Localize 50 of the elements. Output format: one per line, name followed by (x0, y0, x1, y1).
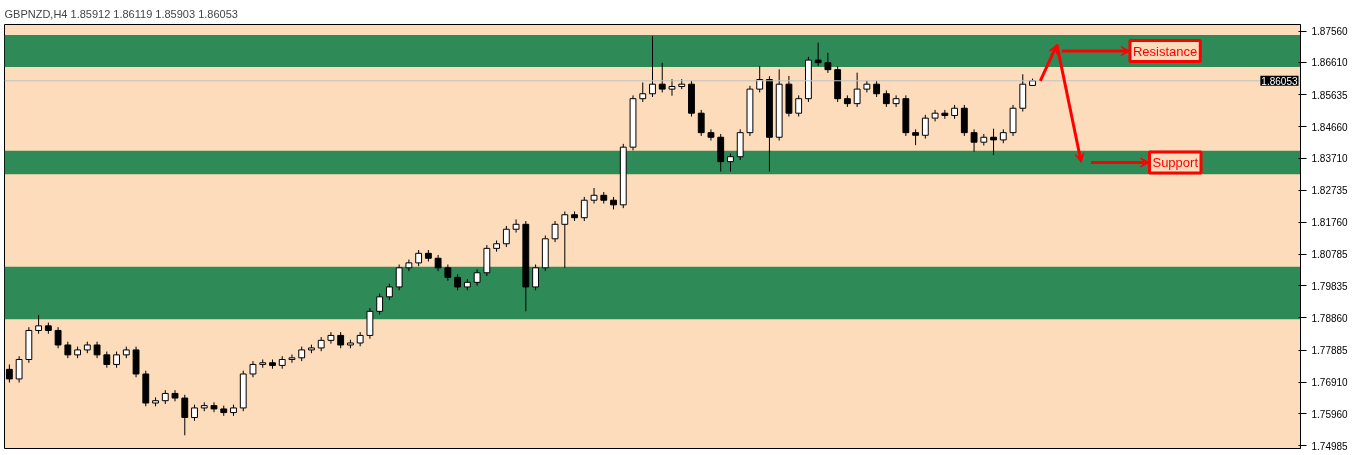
candlestick (795, 94, 803, 117)
candlestick (853, 72, 861, 108)
candlestick (697, 109, 705, 137)
candlestick (990, 128, 997, 156)
y-tick-label: 1.82735 (1311, 185, 1349, 197)
band-label: Support (1152, 154, 1199, 170)
candlestick (892, 94, 900, 108)
ref-line-label: 1.86053 (1261, 75, 1298, 87)
candlestick (824, 52, 832, 74)
candlestick (561, 210, 569, 269)
candlestick (376, 293, 384, 316)
candlestick (15, 355, 23, 384)
candlestick (551, 220, 559, 243)
candlestick (970, 128, 978, 153)
candlestick (35, 314, 43, 335)
candlestick (921, 114, 929, 140)
chart-title: GBPNZD,H4 1.85912 1.86119 1.85903 1.86053 (4, 7, 238, 20)
y-tick-label: 1.77885 (1311, 345, 1349, 357)
y-tick-label: 1.75960 (1311, 408, 1349, 420)
y-tick-label: 1.80785 (1311, 249, 1349, 261)
candlestick (512, 218, 520, 234)
candlestick (532, 264, 539, 291)
y-tick-label: 1.84660 (1311, 121, 1349, 133)
candlestick (171, 389, 179, 402)
candlestick (668, 78, 676, 97)
y-tick-label: 1.86610 (1311, 57, 1349, 69)
y-tick-label: 1.78860 (1311, 312, 1349, 324)
candlestick (327, 331, 335, 345)
candlestick (210, 401, 218, 413)
y-tick-label: 1.83710 (1311, 153, 1349, 165)
candlestick (288, 354, 296, 364)
candlestick (727, 152, 734, 173)
candlestick (502, 225, 510, 248)
y-tick-label: 1.81760 (1311, 217, 1349, 229)
y-tick-label: 1.76910 (1311, 377, 1349, 389)
candlestick (395, 264, 403, 291)
candlestick (658, 62, 666, 93)
candlestick (181, 394, 189, 436)
candlestick (639, 82, 647, 103)
candlestick (707, 128, 715, 142)
candlestick (814, 42, 822, 67)
y-tick-label: 1.87560 (1311, 26, 1349, 38)
y-tick-label: 1.79835 (1311, 280, 1349, 292)
candlestick (649, 35, 656, 98)
y-tick-label: 1.85635 (1311, 89, 1349, 101)
band-label: Resistance (1132, 43, 1198, 59)
y-tick-label: 1.74985 (1311, 440, 1349, 452)
candlestick (580, 196, 588, 222)
candlestick (54, 326, 62, 349)
candlestick (590, 187, 598, 205)
